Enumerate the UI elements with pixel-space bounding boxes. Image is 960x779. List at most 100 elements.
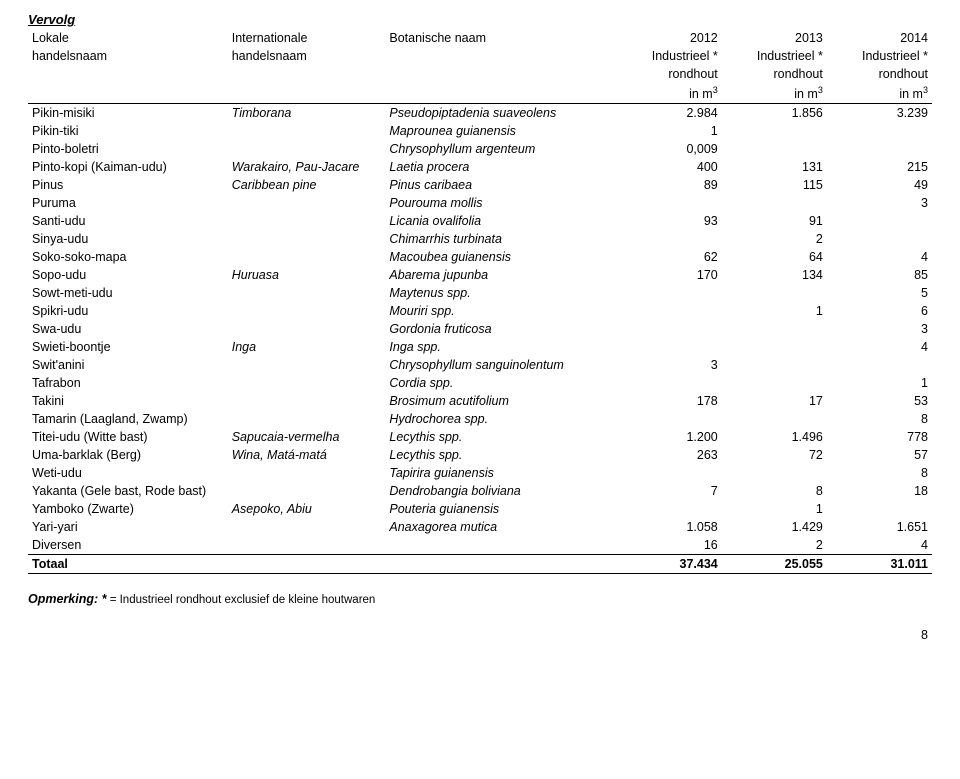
table-cell: 4	[827, 536, 932, 555]
header-intl-1: Internationale	[228, 29, 386, 47]
table-cell: 17	[722, 392, 827, 410]
table-cell	[722, 338, 827, 356]
table-cell: 18	[827, 482, 932, 500]
table-cell: Pinto-kopi (Kaiman-udu)	[28, 158, 228, 176]
header-botanical: Botanische naam	[385, 29, 616, 47]
table-row: Titei-udu (Witte bast)Sapucaia-vermelhaL…	[28, 428, 932, 446]
table-cell: 2.984	[617, 104, 722, 123]
table-row: Sopo-uduHuruasaAbarema jupunba17013485	[28, 266, 932, 284]
table-cell: Swa-udu	[28, 320, 228, 338]
table-row: Santi-uduLicania ovalifolia9391	[28, 212, 932, 230]
header-sub-1: Industrieel *	[617, 47, 722, 65]
table-cell	[617, 284, 722, 302]
table-row: Pinto-kopi (Kaiman-udu)Warakairo, Pau-Ja…	[28, 158, 932, 176]
table-row: Uma-barklak (Berg)Wina, Matá-matáLecythi…	[28, 446, 932, 464]
table-cell: 178	[617, 392, 722, 410]
table-cell: 1.429	[722, 518, 827, 536]
table-cell	[228, 122, 386, 140]
table-cell: Brosimum acutifolium	[385, 392, 616, 410]
table-cell: Swit'anini	[28, 356, 228, 374]
table-cell: 3	[827, 194, 932, 212]
table-row: Pikin-tikiMaprounea guianensis1	[28, 122, 932, 140]
table-cell	[228, 284, 386, 302]
table-cell: 4	[827, 248, 932, 266]
table-cell	[228, 140, 386, 158]
table-cell: Pseudopiptadenia suaveolens	[385, 104, 616, 123]
table-cell: 2	[722, 230, 827, 248]
table-cell: Yari-yari	[28, 518, 228, 536]
total-2014: 31.011	[827, 555, 932, 574]
table-cell	[228, 194, 386, 212]
table-row: PurumaPourouma mollis3	[28, 194, 932, 212]
table-cell	[722, 140, 827, 158]
table-cell: 1	[617, 122, 722, 140]
table-cell: 2	[722, 536, 827, 555]
table-cell: Lecythis spp.	[385, 428, 616, 446]
total-2012: 37.434	[617, 555, 722, 574]
table-cell: Diversen	[28, 536, 228, 555]
table-cell	[827, 356, 932, 374]
table-row: Swieti-boontjeIngaInga spp.4	[28, 338, 932, 356]
table-cell: Sopo-udu	[28, 266, 228, 284]
table-cell: Pinto-boletri	[28, 140, 228, 158]
header-local-2: handelsnaam	[28, 47, 228, 65]
table-row: Pikin-misikiTimboranaPseudopiptadenia su…	[28, 104, 932, 123]
table-cell	[617, 500, 722, 518]
table-cell: 131	[722, 158, 827, 176]
table-cell	[228, 212, 386, 230]
table-cell: Spikri-udu	[28, 302, 228, 320]
table-cell: 91	[722, 212, 827, 230]
table-cell: 1	[722, 500, 827, 518]
table-cell: 53	[827, 392, 932, 410]
table-cell	[617, 230, 722, 248]
table-cell: Takini	[28, 392, 228, 410]
table-cell	[617, 338, 722, 356]
table-cell	[827, 500, 932, 518]
total-2013: 25.055	[722, 555, 827, 574]
table-cell: Hydrochorea spp.	[385, 410, 616, 428]
page-number: 8	[28, 628, 932, 642]
table-row: Spikri-uduMouriri spp.16	[28, 302, 932, 320]
table-cell: Mouriri spp.	[385, 302, 616, 320]
table-row: Yamboko (Zwarte)Asepoko, AbiuPouteria gu…	[28, 500, 932, 518]
table-cell: 1.200	[617, 428, 722, 446]
table-cell: 215	[827, 158, 932, 176]
table-cell: Pourouma mollis	[385, 194, 616, 212]
table-cell: Maprounea guianensis	[385, 122, 616, 140]
table-cell: Lecythis spp.	[385, 446, 616, 464]
table-cell: 16	[617, 536, 722, 555]
header-sub2-1: rondhout	[617, 65, 722, 83]
table-cell: 89	[617, 176, 722, 194]
table-cell	[228, 464, 386, 482]
table-row: PinusCaribbean pinePinus caribaea8911549	[28, 176, 932, 194]
table-row: Soko-soko-mapaMacoubea guianensis62644	[28, 248, 932, 266]
footnote-rest: = Industrieel rondhout exclusief de klei…	[107, 594, 376, 606]
table-cell: Swieti-boontje	[28, 338, 228, 356]
table-cell	[722, 320, 827, 338]
table-cell: Asepoko, Abiu	[228, 500, 386, 518]
table-cell: Tamarin (Laagland, Zwamp)	[28, 410, 228, 428]
table-cell: Wina, Matá-matá	[228, 446, 386, 464]
header-unit-3: in m3	[827, 83, 932, 104]
table-row: Tamarin (Laagland, Zwamp) Hydrochorea spp…	[28, 410, 932, 428]
table-cell: 72	[722, 446, 827, 464]
table-cell: 1	[827, 374, 932, 392]
table-cell	[827, 140, 932, 158]
table-row: Sinya-uduChimarrhis turbinata2	[28, 230, 932, 248]
header-unit-2: in m3	[722, 83, 827, 104]
table-cell: Caribbean pine	[228, 176, 386, 194]
table-cell	[385, 536, 616, 555]
table-row: Pinto-boletriChrysophyllum argenteum0,00…	[28, 140, 932, 158]
table-cell: 1.058	[617, 518, 722, 536]
footnote: Opmerking: * = Industrieel rondhout excl…	[28, 592, 932, 606]
roundwood-table: Lokale Internationale Botanische naam 20…	[28, 29, 932, 574]
table-cell: Pinus	[28, 176, 228, 194]
table-row: Swit'aniniChrysophyllum sanguinolentum3	[28, 356, 932, 374]
table-cell: Yamboko (Zwarte)	[28, 500, 228, 518]
table-cell	[722, 194, 827, 212]
header-year-2013: 2013	[722, 29, 827, 47]
table-cell: Tafrabon	[28, 374, 228, 392]
header-year-2014: 2014	[827, 29, 932, 47]
table-cell: 3.239	[827, 104, 932, 123]
table-cell	[617, 302, 722, 320]
